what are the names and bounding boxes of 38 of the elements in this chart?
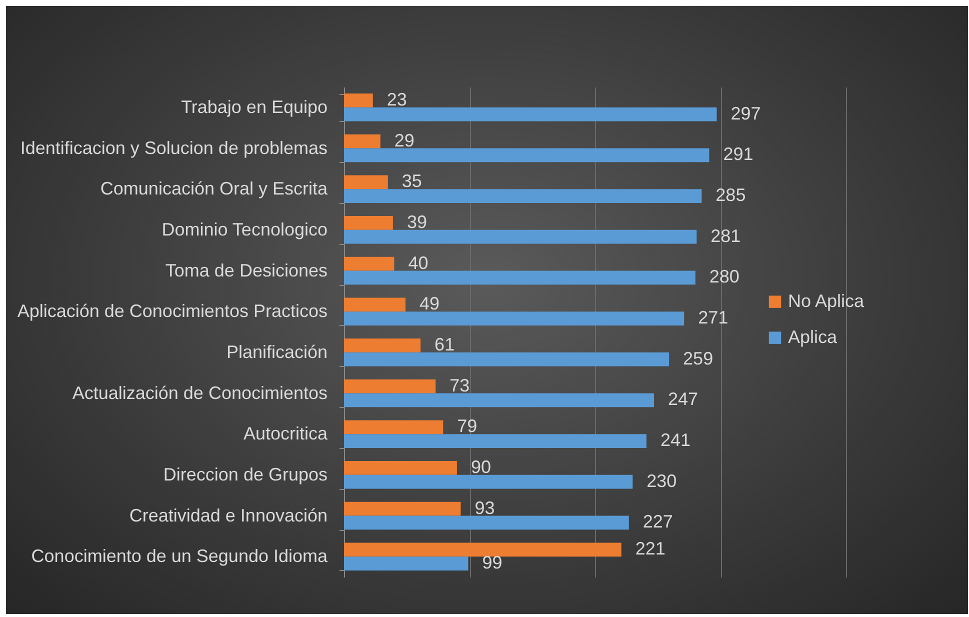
y-tick-label: Direccion de Grupos	[163, 464, 328, 484]
data-label: 271	[698, 308, 728, 328]
data-label: 291	[723, 144, 754, 164]
data-label: 40	[408, 252, 428, 273]
data-label: 280	[709, 266, 740, 287]
y-tick-label: Conocimiento de un Segundo Idioma	[31, 546, 328, 566]
data-label: 39	[406, 212, 427, 232]
data-label: 227	[642, 512, 673, 532]
data-label: 230	[646, 470, 677, 491]
y-tick-label: Comunicación Oral y Escrita	[100, 178, 328, 199]
data-label: 285	[716, 185, 746, 206]
data-label: 79	[457, 416, 478, 436]
data-label: 297	[730, 103, 761, 124]
y-tick-label: Dominio Tecnologico	[162, 219, 328, 240]
data-label: 61	[434, 334, 455, 354]
data-label: 259	[683, 348, 714, 368]
data-label: 247	[668, 389, 698, 410]
data-label: 221	[635, 538, 666, 559]
data-label: 35	[402, 171, 422, 192]
data-label: 73	[450, 375, 470, 396]
data-label: 90	[470, 456, 491, 477]
y-tick-label: Autocritica	[243, 424, 328, 444]
data-label: 23	[386, 89, 407, 110]
y-tick-label: Creatividad e Innovación	[129, 505, 328, 526]
data-label: 49	[419, 294, 440, 314]
y-tick-label: Toma de Desiciones	[165, 260, 328, 280]
data-label: 241	[660, 430, 690, 450]
legend-label: Aplica	[788, 326, 838, 347]
data-label: 99	[482, 552, 502, 573]
y-tick-label: Identificacion y Solucion de problemas	[20, 138, 328, 158]
y-tick-label: Planificación	[226, 342, 328, 362]
data-label: 281	[710, 226, 741, 246]
data-label: 29	[394, 130, 414, 150]
data-label: 93	[474, 498, 495, 518]
legend-label: No Aplica	[788, 290, 866, 311]
y-tick-label: Trabajo en Equipo	[181, 96, 328, 117]
y-tick-label: Aplicación de Conocimientos Practicos	[17, 301, 328, 322]
y-tick-label: Actualización de Conocimientos	[72, 382, 328, 403]
